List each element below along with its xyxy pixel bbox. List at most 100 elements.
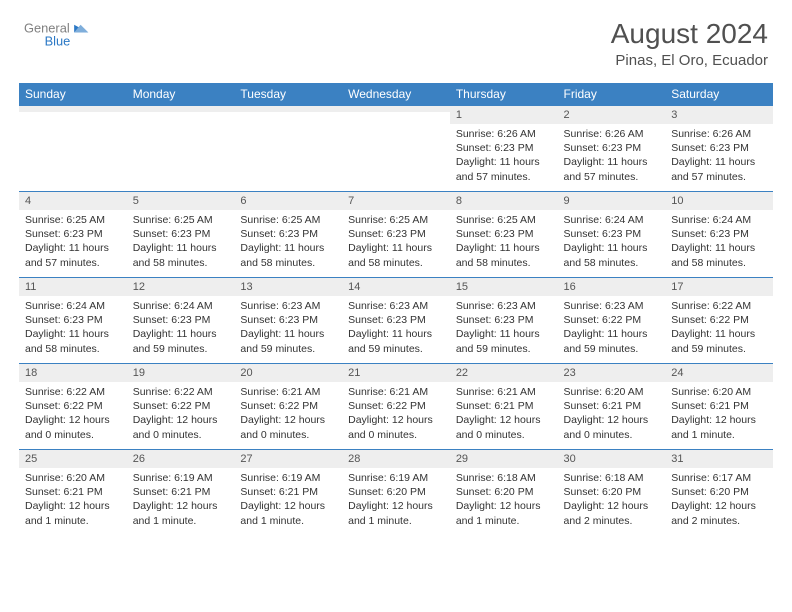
title-block: August 2024 Pinas, El Oro, Ecuador (611, 18, 768, 69)
calendar-cell: 20Sunrise: 6:21 AMSunset: 6:22 PMDayligh… (234, 363, 342, 449)
day-line: Sunrise: 6:20 AM (564, 385, 660, 399)
day-line: Sunset: 6:23 PM (671, 141, 767, 155)
calendar-cell: 30Sunrise: 6:18 AMSunset: 6:20 PMDayligh… (558, 449, 666, 535)
day-line: Sunrise: 6:26 AM (671, 127, 767, 141)
day-number (19, 105, 127, 112)
day-line: Sunset: 6:22 PM (25, 399, 121, 413)
calendar-cell (234, 105, 342, 191)
header: General Blue August 2024 Pinas, El Oro, … (0, 0, 792, 77)
day-line: Daylight: 12 hours and 0 minutes. (456, 413, 552, 441)
day-line: Sunset: 6:22 PM (133, 399, 229, 413)
day-number: 26 (127, 449, 235, 468)
page-subtitle: Pinas, El Oro, Ecuador (611, 52, 768, 69)
day-body: Sunrise: 6:26 AMSunset: 6:23 PMDaylight:… (665, 124, 773, 188)
calendar-cell (342, 105, 450, 191)
calendar-cell: 4Sunrise: 6:25 AMSunset: 6:23 PMDaylight… (19, 191, 127, 277)
day-body: Sunrise: 6:19 AMSunset: 6:21 PMDaylight:… (234, 468, 342, 532)
day-line: Sunrise: 6:19 AM (240, 471, 336, 485)
calendar-cell (127, 105, 235, 191)
day-body: Sunrise: 6:22 AMSunset: 6:22 PMDaylight:… (665, 296, 773, 360)
calendar-cell: 14Sunrise: 6:23 AMSunset: 6:23 PMDayligh… (342, 277, 450, 363)
day-line: Sunset: 6:21 PM (671, 399, 767, 413)
day-line: Sunset: 6:20 PM (348, 485, 444, 499)
day-number: 27 (234, 449, 342, 468)
day-number: 3 (665, 105, 773, 124)
day-line: Sunset: 6:23 PM (133, 313, 229, 327)
day-number: 10 (665, 191, 773, 210)
day-number: 22 (450, 363, 558, 382)
day-body: Sunrise: 6:24 AMSunset: 6:23 PMDaylight:… (19, 296, 127, 360)
day-line: Sunrise: 6:24 AM (564, 213, 660, 227)
day-line: Daylight: 12 hours and 0 minutes. (564, 413, 660, 441)
calendar-header-row: SundayMondayTuesdayWednesdayThursdayFrid… (19, 83, 773, 105)
calendar-cell: 17Sunrise: 6:22 AMSunset: 6:22 PMDayligh… (665, 277, 773, 363)
day-line: Daylight: 11 hours and 57 minutes. (456, 155, 552, 183)
day-number: 4 (19, 191, 127, 210)
day-line: Sunrise: 6:24 AM (25, 299, 121, 313)
calendar-cell: 1Sunrise: 6:26 AMSunset: 6:23 PMDaylight… (450, 105, 558, 191)
day-line: Sunset: 6:23 PM (348, 313, 444, 327)
day-line: Sunrise: 6:23 AM (564, 299, 660, 313)
day-body: Sunrise: 6:21 AMSunset: 6:22 PMDaylight:… (342, 382, 450, 446)
day-body (342, 112, 450, 119)
day-body: Sunrise: 6:24 AMSunset: 6:23 PMDaylight:… (665, 210, 773, 274)
day-line: Daylight: 12 hours and 1 minute. (25, 499, 121, 527)
day-body: Sunrise: 6:20 AMSunset: 6:21 PMDaylight:… (19, 468, 127, 532)
calendar-week-row: 18Sunrise: 6:22 AMSunset: 6:22 PMDayligh… (19, 363, 773, 449)
weekday-header: Friday (558, 83, 666, 105)
day-body: Sunrise: 6:24 AMSunset: 6:23 PMDaylight:… (127, 296, 235, 360)
day-line: Sunset: 6:23 PM (564, 227, 660, 241)
day-line: Sunrise: 6:20 AM (671, 385, 767, 399)
day-number: 25 (19, 449, 127, 468)
day-number: 28 (342, 449, 450, 468)
calendar-cell: 12Sunrise: 6:24 AMSunset: 6:23 PMDayligh… (127, 277, 235, 363)
day-line: Sunset: 6:23 PM (456, 141, 552, 155)
day-number: 18 (19, 363, 127, 382)
calendar-cell: 8Sunrise: 6:25 AMSunset: 6:23 PMDaylight… (450, 191, 558, 277)
day-line: Daylight: 11 hours and 59 minutes. (564, 327, 660, 355)
day-line: Sunrise: 6:17 AM (671, 471, 767, 485)
calendar-week-row: 25Sunrise: 6:20 AMSunset: 6:21 PMDayligh… (19, 449, 773, 535)
calendar-cell: 27Sunrise: 6:19 AMSunset: 6:21 PMDayligh… (234, 449, 342, 535)
day-line: Sunset: 6:23 PM (348, 227, 444, 241)
day-body: Sunrise: 6:25 AMSunset: 6:23 PMDaylight:… (450, 210, 558, 274)
day-line: Sunset: 6:21 PM (240, 485, 336, 499)
calendar-cell: 29Sunrise: 6:18 AMSunset: 6:20 PMDayligh… (450, 449, 558, 535)
calendar-cell: 10Sunrise: 6:24 AMSunset: 6:23 PMDayligh… (665, 191, 773, 277)
day-line: Sunset: 6:21 PM (456, 399, 552, 413)
day-line: Sunset: 6:22 PM (564, 313, 660, 327)
day-line: Daylight: 12 hours and 0 minutes. (25, 413, 121, 441)
weekday-header: Thursday (450, 83, 558, 105)
calendar-cell: 23Sunrise: 6:20 AMSunset: 6:21 PMDayligh… (558, 363, 666, 449)
day-body: Sunrise: 6:20 AMSunset: 6:21 PMDaylight:… (665, 382, 773, 446)
day-body (127, 112, 235, 119)
day-line: Sunrise: 6:23 AM (348, 299, 444, 313)
day-line: Sunrise: 6:26 AM (564, 127, 660, 141)
day-number: 5 (127, 191, 235, 210)
calendar-cell: 9Sunrise: 6:24 AMSunset: 6:23 PMDaylight… (558, 191, 666, 277)
day-line: Daylight: 12 hours and 1 minute. (348, 499, 444, 527)
day-line: Sunset: 6:23 PM (456, 313, 552, 327)
day-line: Daylight: 11 hours and 58 minutes. (240, 241, 336, 269)
day-number: 19 (127, 363, 235, 382)
day-body: Sunrise: 6:23 AMSunset: 6:23 PMDaylight:… (450, 296, 558, 360)
calendar-week-row: 11Sunrise: 6:24 AMSunset: 6:23 PMDayligh… (19, 277, 773, 363)
day-line: Daylight: 12 hours and 0 minutes. (133, 413, 229, 441)
day-number: 2 (558, 105, 666, 124)
calendar-table: SundayMondayTuesdayWednesdayThursdayFrid… (19, 83, 773, 535)
day-line: Daylight: 12 hours and 1 minute. (671, 413, 767, 441)
day-line: Sunrise: 6:25 AM (25, 213, 121, 227)
day-line: Sunrise: 6:22 AM (671, 299, 767, 313)
day-line: Sunset: 6:22 PM (348, 399, 444, 413)
day-line: Sunrise: 6:21 AM (348, 385, 444, 399)
day-line: Sunrise: 6:25 AM (240, 213, 336, 227)
day-line: Sunrise: 6:18 AM (564, 471, 660, 485)
calendar-cell: 7Sunrise: 6:25 AMSunset: 6:23 PMDaylight… (342, 191, 450, 277)
day-line: Sunrise: 6:23 AM (456, 299, 552, 313)
day-line: Sunset: 6:23 PM (133, 227, 229, 241)
day-line: Sunrise: 6:24 AM (671, 213, 767, 227)
day-line: Sunrise: 6:23 AM (240, 299, 336, 313)
day-line: Daylight: 12 hours and 0 minutes. (240, 413, 336, 441)
day-number: 20 (234, 363, 342, 382)
day-line: Daylight: 11 hours and 59 minutes. (348, 327, 444, 355)
